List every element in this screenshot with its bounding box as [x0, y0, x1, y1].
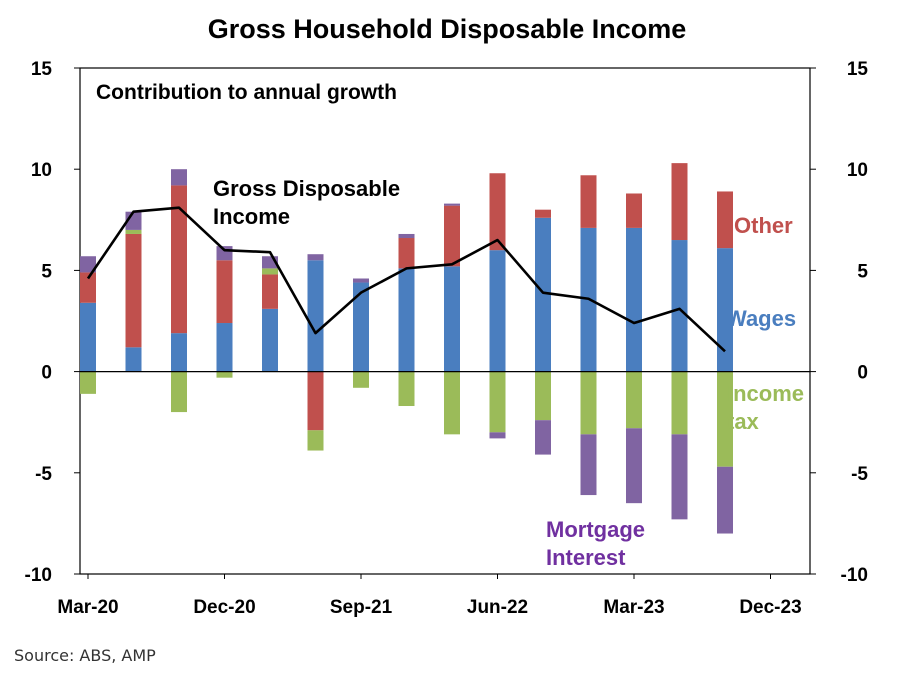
chart-subtitle: Contribution to annual growth	[96, 81, 397, 104]
y-tick-label-left: -5	[35, 464, 52, 485]
bar-mortgage-interest-7	[398, 233, 415, 239]
bar-income-tax-13	[671, 371, 688, 435]
label-mortgage-interest: Interest	[546, 545, 626, 570]
bar-income-tax-2	[171, 371, 187, 413]
y-tick-label-left: 5	[41, 261, 52, 282]
bar-income-tax-14	[717, 371, 733, 467]
bar-income-tax-9	[489, 371, 506, 433]
y-tick-label-left: 10	[31, 160, 52, 181]
y-axis-right: -10 -5 0 5 10 15	[810, 59, 868, 586]
bar-income-tax-5	[307, 430, 324, 451]
bar-other-4	[262, 274, 278, 309]
bar-wages-4	[262, 308, 278, 372]
label-gross-disposable-income: Income	[213, 204, 290, 229]
bar-income-tax-11	[580, 371, 597, 435]
bar-wages-6	[353, 282, 369, 372]
bar-mortgage-interest-9	[489, 432, 506, 439]
bar-other-5	[307, 371, 324, 431]
annotations: Gross Disposable Income Other Wages Income ta…	[213, 176, 804, 570]
bar-other-2	[171, 185, 187, 334]
y-tick-label-right: 15	[847, 59, 869, 80]
x-tick-label: Sep-21	[330, 597, 393, 618]
label-income-tax: Income	[727, 381, 804, 406]
y-tick-label-right: -5	[851, 464, 868, 485]
bar-mortgage-interest-6	[353, 278, 369, 283]
bar-other-14	[717, 191, 733, 249]
bar-income-tax-4	[262, 268, 278, 275]
bar-other-1	[125, 233, 142, 348]
chart-title: Gross Household Disposable Income	[208, 14, 687, 44]
bar-other-7	[398, 238, 415, 269]
bar-income-tax-12	[626, 371, 642, 429]
bars-group	[80, 163, 733, 534]
label-income-tax: tax	[727, 409, 760, 434]
bar-other-8	[444, 205, 460, 267]
bar-wages-1	[125, 347, 142, 372]
bar-mortgage-interest-8	[444, 203, 460, 206]
bar-wages-7	[398, 268, 415, 372]
x-tick-label: Dec-20	[193, 597, 255, 618]
bar-other-9	[489, 173, 506, 251]
bar-other-10	[535, 209, 551, 218]
bar-wages-10	[535, 217, 551, 372]
y-tick-label-left: 0	[41, 363, 52, 384]
bar-wages-3	[216, 323, 233, 372]
y-tick-label-right: -10	[841, 565, 868, 586]
y-tick-label-right: 10	[847, 160, 868, 181]
bar-wages-14	[717, 248, 733, 372]
label-mortgage-interest: Mortgage	[546, 517, 645, 542]
bar-other-11	[580, 175, 597, 228]
bar-wages-9	[489, 250, 506, 372]
y-axis-left: -10 -5 0 5 10 15	[25, 59, 80, 586]
y-tick-label-right: 0	[857, 363, 868, 384]
bar-wages-13	[671, 240, 688, 372]
label-wages: Wages	[726, 306, 796, 331]
bar-wages-8	[444, 266, 460, 372]
bar-mortgage-interest-2	[171, 169, 187, 186]
x-tick-label: Mar-20	[57, 597, 118, 618]
x-tick-label: Mar-23	[603, 597, 664, 618]
bar-income-tax-1	[125, 229, 142, 234]
bar-mortgage-interest-3	[216, 246, 233, 261]
bar-mortgage-interest-13	[671, 434, 688, 520]
bar-other-13	[671, 163, 688, 241]
bar-income-tax-8	[444, 371, 460, 435]
x-tick-label: Jun-22	[467, 597, 528, 618]
bar-wages-2	[171, 333, 187, 372]
bar-other-12	[626, 193, 642, 228]
bar-other-0	[80, 272, 96, 303]
bar-mortgage-interest-0	[80, 256, 96, 273]
bar-wages-12	[626, 227, 642, 372]
bar-mortgage-interest-11	[580, 434, 597, 496]
y-tick-label-right: 5	[857, 261, 868, 282]
label-gross-disposable-income: Gross Disposable	[213, 176, 400, 201]
bar-mortgage-interest-14	[717, 466, 733, 534]
bar-wages-0	[80, 302, 96, 372]
source-note: Source: ABS, AMP	[14, 646, 156, 665]
bar-income-tax-0	[80, 371, 96, 394]
bar-income-tax-3	[216, 371, 233, 378]
bar-income-tax-10	[535, 371, 551, 421]
bar-income-tax-7	[398, 371, 415, 407]
bar-mortgage-interest-5	[307, 254, 324, 261]
x-tick-label: Dec-23	[739, 597, 801, 618]
bar-income-tax-6	[353, 371, 369, 388]
label-other: Other	[734, 213, 793, 238]
bar-mortgage-interest-10	[535, 420, 551, 455]
gdi-line-group	[86, 206, 726, 353]
x-axis: Mar-20 Dec-20 Sep-21 Jun-22 Mar-23 Dec-23	[57, 574, 802, 618]
bar-mortgage-interest-12	[626, 428, 642, 504]
gdi-line	[86, 206, 726, 353]
y-tick-label-left: -10	[25, 565, 52, 586]
bar-other-3	[216, 260, 233, 324]
bar-wages-5	[307, 260, 324, 372]
y-tick-label-left: 15	[31, 59, 53, 80]
